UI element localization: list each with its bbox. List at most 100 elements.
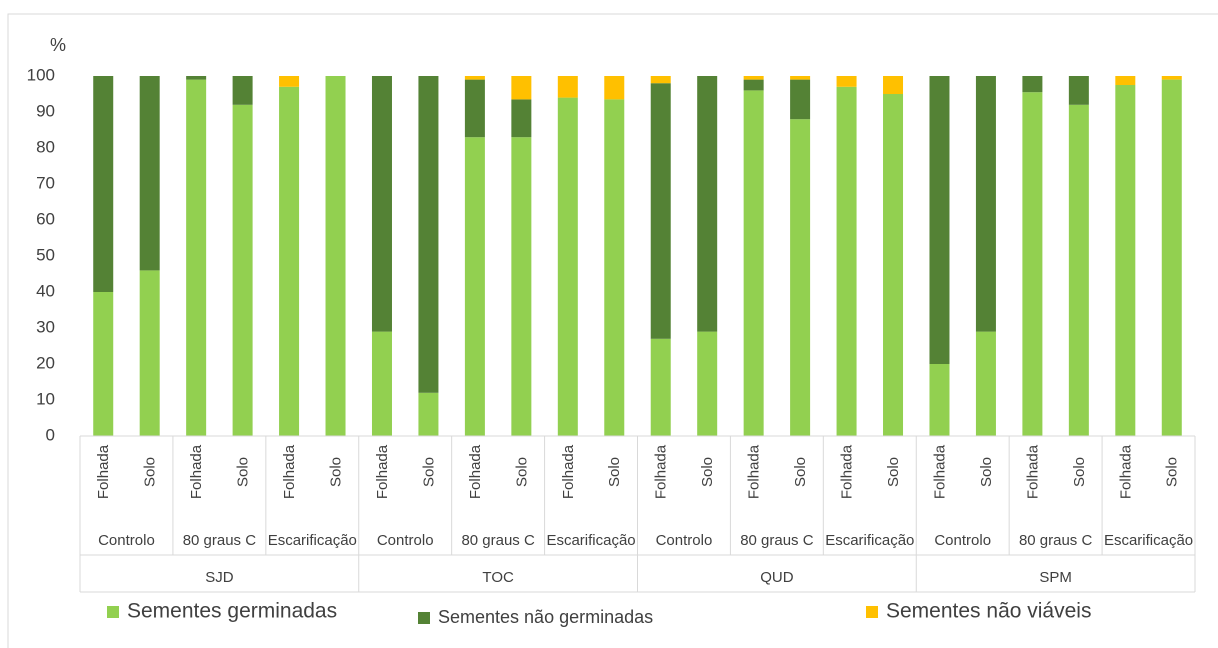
x-tick-label: Folhada [95,444,112,499]
bar-segment [232,104,253,437]
subgroup-label: Controlo [98,532,155,549]
legend-swatch [866,606,878,618]
y-tick-label: 70 [36,173,55,192]
bar-segment [371,76,392,332]
group-label: QUD [760,569,794,586]
subgroup-label: 80 graus C [1019,532,1093,549]
subgroup-label: Controlo [656,532,713,549]
subgroup-label: Controlo [377,532,434,549]
chart-border [7,13,1218,648]
bar-segment [1068,104,1089,437]
y-tick-label: 0 [46,425,55,444]
bar-segment [511,137,532,436]
y-tick-label: 50 [36,245,55,264]
bar-segment [511,76,532,100]
x-tick-label: Solo [235,457,252,487]
bar-segment [836,76,857,87]
x-tick-label: Solo [699,457,716,487]
bar-segment [511,99,532,138]
bar-segment [325,76,346,436]
bar-segment [464,76,485,80]
x-tick-label: Folhada [839,444,856,499]
x-tick-label: Solo [792,457,809,487]
subgroup-label: Controlo [934,532,991,549]
x-tick-label: Solo [420,457,437,487]
bar-segment [139,270,160,436]
bar-segment [139,76,160,271]
bar-segment [1161,79,1182,436]
x-tick-label: Solo [606,457,623,487]
bar-segment [790,76,811,80]
bar-segment [650,83,671,339]
bar-segment [232,76,253,105]
bar-segment [836,86,857,437]
x-tick-label: Folhada [281,444,298,499]
legend-label: Sementes não germinadas [438,607,653,627]
x-tick-label: Folhada [467,444,484,499]
y-tick-label: 10 [36,389,55,408]
x-tick-label: Folhada [1024,444,1041,499]
bar-segment [371,331,392,436]
subgroup-label: Escarificação [825,532,914,549]
bar-segment [743,76,764,80]
bar-segment [418,392,439,436]
bar-segment [929,76,950,364]
bar-segment [418,76,439,393]
subgroup-label: 80 graus C [461,532,535,549]
bar-segment [975,331,996,436]
x-tick-label: Folhada [746,444,763,499]
bar-segment [743,79,764,91]
x-tick-label: Folhada [1117,444,1134,499]
bar-segment [557,76,578,98]
x-tick-label: Solo [885,457,902,487]
bar-segment [883,94,904,436]
subgroup-label: 80 graus C [183,532,257,549]
bar-segment [93,292,114,436]
bar-segment [883,76,904,94]
bar-segment [604,99,625,437]
x-tick-label: Solo [327,457,344,487]
y-axis-label: % [50,35,66,55]
x-tick-label: Folhada [653,444,670,499]
legend-label: Sementes não viáveis [886,600,1091,623]
bar-segment [1022,92,1043,436]
group-label: SPM [1039,569,1072,586]
subgroup-label: 80 graus C [740,532,814,549]
x-tick-label: Solo [1071,457,1088,487]
bar-segment [1115,76,1136,85]
bar-segment [790,119,811,436]
bar-segment [604,76,625,100]
x-tick-label: Solo [1164,457,1181,487]
bar-segment [929,364,950,436]
bar-segment [697,76,718,332]
y-tick-label: 30 [36,317,55,336]
legend-swatch [107,606,119,618]
bar-segment [186,76,207,80]
x-tick-label: Folhada [188,444,205,499]
subgroup-label: Escarificação [268,532,357,549]
bar-segment [1022,76,1043,93]
bar-segment [743,90,764,437]
subgroup-label: Escarificação [546,532,635,549]
group-label: TOC [482,569,514,586]
y-tick-label: 40 [36,281,55,300]
bar-segment [650,76,671,84]
x-tick-label: Folhada [931,444,948,499]
bar-segment [186,79,207,436]
x-tick-label: Solo [142,457,159,487]
y-tick-label: 90 [36,101,55,120]
x-tick-label: Folhada [374,444,391,499]
x-tick-label: Solo [513,457,530,487]
subgroup-label: Escarificação [1104,532,1193,549]
y-tick-label: 100 [27,65,55,84]
bar-segment [790,79,811,120]
bar-segment [650,338,671,436]
y-tick-label: 60 [36,209,55,228]
y-tick-label: 80 [36,137,55,156]
bar-segment [975,76,996,332]
bar-segment [1115,85,1136,436]
x-tick-label: Solo [978,457,995,487]
bar-segment [279,86,300,437]
